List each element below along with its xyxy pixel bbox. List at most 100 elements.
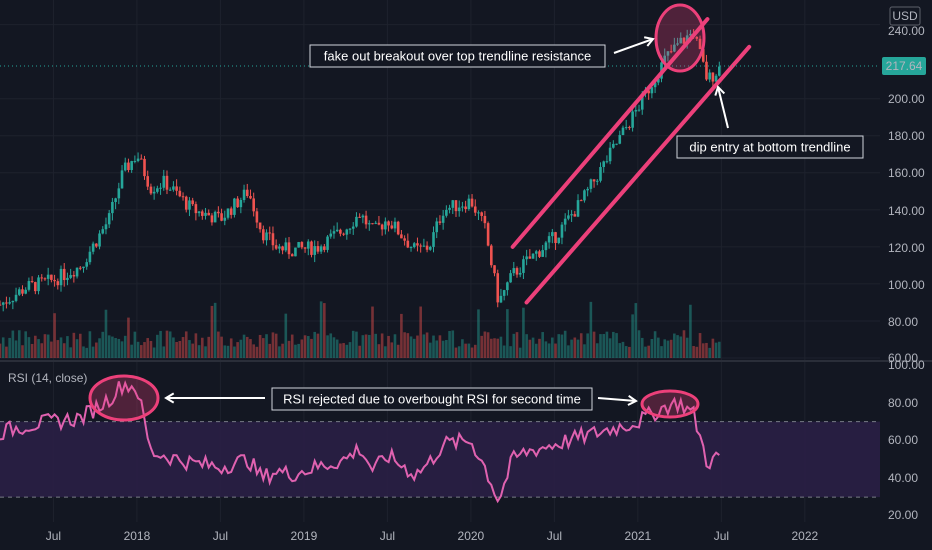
candle-body — [204, 212, 207, 216]
candle-body — [306, 241, 310, 249]
volume-bar — [345, 344, 349, 358]
volume-bar — [17, 330, 21, 358]
volume-bar — [335, 339, 339, 358]
trendline — [524, 44, 752, 305]
candle-body — [493, 265, 496, 274]
candle-body — [120, 170, 124, 189]
candle-body — [685, 35, 689, 44]
candle-body — [37, 277, 40, 292]
highlight-rsi-2018 — [88, 374, 160, 422]
candle-body — [88, 251, 92, 263]
volume-bar — [538, 338, 541, 358]
volume-bar — [496, 338, 500, 358]
candle-body — [570, 214, 573, 216]
candle-body — [159, 187, 162, 189]
candle-body — [412, 243, 416, 248]
candle-body — [139, 158, 143, 160]
volume-bar — [358, 345, 361, 358]
volume-bar — [441, 340, 445, 358]
candle-body — [438, 221, 442, 223]
volume-bar — [448, 331, 451, 358]
volume-bar — [490, 338, 493, 358]
price-tick-label: 120.00 — [888, 241, 925, 255]
volume-bar — [281, 343, 284, 358]
candle-body — [612, 143, 615, 148]
candle-body — [583, 190, 586, 201]
candle-body — [53, 279, 56, 282]
candle-body — [40, 277, 44, 279]
volume-bar — [644, 346, 647, 358]
candle-body — [586, 188, 589, 191]
volume-bar — [133, 331, 137, 358]
currency-box — [889, 6, 921, 26]
candle-body — [676, 43, 679, 45]
volume-bar — [213, 302, 217, 358]
volume-bar — [300, 339, 304, 358]
candle-body — [457, 207, 461, 212]
volume-bar — [284, 313, 288, 358]
candle-body — [143, 158, 146, 177]
volume-bar — [0, 343, 2, 358]
candle-body — [152, 191, 156, 194]
volume-bar — [689, 304, 692, 358]
volume-bar — [11, 330, 15, 358]
volume-bar — [310, 338, 313, 358]
candle-body — [473, 206, 477, 213]
candle-body — [339, 229, 342, 234]
volume-bar — [551, 337, 554, 358]
candle-body — [229, 208, 233, 215]
volume-bar — [27, 337, 31, 358]
volume-bar — [62, 343, 66, 358]
volume-bar — [233, 346, 236, 358]
candle-body — [300, 242, 304, 248]
candle-body — [618, 135, 622, 144]
candle-body — [258, 222, 262, 230]
volume-bar — [37, 339, 40, 358]
candle-body — [59, 268, 63, 286]
volume-bar — [123, 335, 127, 358]
candle-body — [486, 223, 490, 246]
candle-body — [220, 213, 223, 221]
volume-bar — [21, 345, 24, 358]
candle-body — [669, 51, 673, 53]
candle-body — [512, 268, 516, 274]
volume-bar — [445, 339, 448, 358]
volume-bar — [184, 331, 188, 358]
volume-bar — [371, 306, 374, 358]
volume-bar — [422, 334, 426, 358]
candle-body — [191, 200, 194, 205]
candle-body — [326, 236, 329, 250]
annotation-fakeout-box — [309, 44, 606, 68]
candle-body — [467, 198, 471, 210]
rsi-band — [0, 421, 880, 498]
volume-bar — [586, 333, 589, 358]
volume-bar — [152, 347, 156, 358]
candle-body — [265, 232, 268, 241]
volume-bar — [380, 333, 384, 358]
volume-bar — [367, 334, 371, 358]
volume-bar — [685, 337, 689, 358]
volume-bar — [329, 333, 333, 358]
volume-bar — [146, 338, 150, 358]
volume-bar — [348, 342, 352, 358]
volume-bars — [0, 301, 721, 358]
candle-body — [323, 246, 326, 250]
candle-body — [242, 189, 246, 201]
volume-bar — [313, 331, 316, 358]
candle-body — [56, 281, 60, 286]
volume-bar — [50, 341, 53, 358]
volume-bar — [40, 343, 44, 358]
candle-body — [107, 213, 111, 225]
volume-bar — [464, 343, 467, 358]
candle-body — [490, 245, 493, 266]
candle-body — [213, 211, 217, 223]
volume-bar — [294, 344, 297, 358]
candle-body — [355, 216, 358, 227]
volume-bar — [512, 333, 516, 358]
volume-bar — [85, 347, 89, 358]
volume-bar — [181, 337, 185, 358]
last-price-label: 217.64 — [886, 59, 923, 73]
arrow-rsi-right-head — [627, 394, 638, 406]
volume-bar — [541, 332, 544, 358]
